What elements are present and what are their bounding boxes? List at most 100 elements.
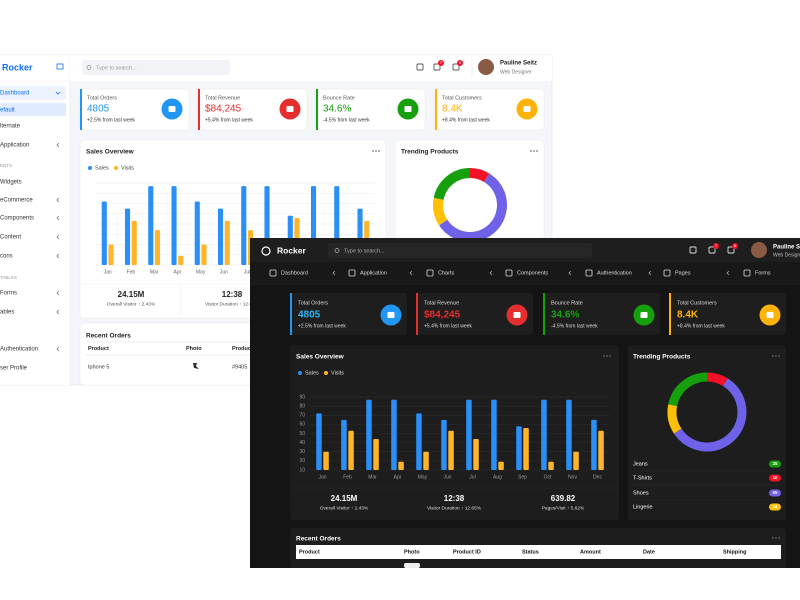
nav-item[interactable]: Pages [675, 270, 691, 276]
sidebar-item[interactable]: ser Profile [0, 366, 28, 372]
chevron [726, 270, 730, 276]
donut-segment [667, 404, 682, 434]
table-header: Product ID [232, 346, 260, 352]
sidebar-item[interactable]: efault [0, 108, 15, 114]
sidebar-item[interactable]: Forms [0, 291, 17, 297]
sidebar-item[interactable]: Application [0, 143, 29, 149]
x-tick-label: Feb [127, 269, 136, 275]
user-role: Web Designer [773, 252, 800, 258]
card-icon-glyph [766, 312, 774, 318]
sidebar-item[interactable]: eCommerce [0, 198, 33, 204]
sidebar-item[interactable]: ables [0, 310, 14, 316]
sidebar-item[interactable]: cons [0, 254, 13, 260]
sidebar-item[interactable]: Components [0, 216, 34, 222]
nav-icon [269, 269, 277, 277]
x-tick-label: Feb [343, 474, 352, 480]
avatar[interactable] [478, 59, 494, 75]
sidebar-active-group [0, 86, 66, 100]
x-tick-label: Jan [104, 269, 112, 275]
donut-segment [706, 372, 728, 387]
search-box[interactable] [328, 243, 592, 258]
more-dot [775, 355, 777, 357]
user-name: Pauline Seitz [500, 61, 537, 67]
y-tick-label: 10 [299, 467, 305, 473]
card-accent [435, 89, 437, 130]
sidebar-toggle[interactable] [56, 63, 64, 70]
stat-label: Visitor Duration ↑ 12.65% [427, 505, 482, 511]
nav-item[interactable]: Components [517, 270, 548, 276]
nav-item[interactable]: Forms [755, 270, 771, 276]
sidebar-item[interactable]: Content [0, 235, 21, 241]
nav-item[interactable]: Charts [438, 270, 454, 276]
card-icon-glyph [387, 312, 395, 318]
card-title: Bounce Rate [323, 95, 355, 101]
dark-nav [250, 262, 800, 284]
chevron [332, 270, 336, 276]
chevron [56, 253, 60, 259]
sidebar-item[interactable]: Dashboard [0, 91, 29, 97]
card-title: Total Orders [87, 95, 117, 101]
header-icon[interactable] [727, 246, 735, 254]
bar [523, 428, 529, 470]
bar [566, 399, 572, 470]
y-tick-label: 60 [299, 422, 305, 428]
header-icon[interactable] [433, 63, 441, 71]
nav-icon [743, 269, 751, 277]
header-icon[interactable] [416, 63, 424, 71]
bar [498, 461, 504, 470]
legend-swatch [324, 371, 328, 375]
donut-segment [673, 378, 747, 452]
card-title: Total Customers [442, 95, 482, 101]
bar [224, 220, 230, 265]
card-value: 8.4K [442, 104, 463, 115]
panel-title: Recent Orders [296, 536, 341, 543]
bar [101, 201, 107, 265]
bar [178, 255, 184, 265]
card-icon-glyph [286, 106, 294, 112]
sidebar-item[interactable]: Authentication [0, 347, 38, 353]
more-dot [378, 150, 380, 152]
notification-count: 7 [715, 243, 718, 248]
card-accent [80, 89, 82, 130]
value-badge-text: 10 [773, 475, 778, 480]
table-header: Product [88, 346, 109, 352]
x-tick-label: Mar [368, 474, 377, 480]
avatar[interactable] [751, 242, 767, 258]
nav-item[interactable]: Application [360, 270, 387, 276]
x-tick-label: Apr [394, 474, 402, 480]
search-box[interactable] [82, 60, 230, 75]
more-dot [536, 150, 538, 152]
x-tick-label: May [418, 474, 428, 480]
x-tick-label: Jan [318, 474, 326, 480]
header-icon[interactable] [452, 63, 460, 71]
brand: Rocker [277, 245, 307, 255]
x-tick-label: Sep [518, 474, 527, 480]
chevron [409, 270, 413, 276]
card-change: +8.4% from last week [442, 117, 490, 123]
more-dot [778, 355, 780, 357]
brand-logo [261, 246, 271, 256]
x-tick-label: Jul [244, 269, 250, 275]
y-tick-label: 30 [299, 449, 305, 455]
header-icon[interactable] [708, 246, 716, 254]
card-value: 34.6% [323, 104, 351, 115]
nav-icon [505, 269, 513, 277]
nav-item[interactable]: Dashboard [281, 270, 308, 276]
y-tick-label: 40 [299, 440, 305, 446]
card-icon-glyph [168, 106, 176, 112]
nav-item[interactable]: Authentication [597, 270, 632, 276]
legend-label: Visits [121, 165, 134, 171]
header-icon[interactable] [689, 246, 697, 254]
sidebar-item[interactable]: lternate [0, 124, 21, 130]
sidebar-item[interactable]: Widgets [0, 180, 22, 186]
sales-panel [290, 345, 619, 520]
bar [366, 399, 372, 470]
y-tick-label: 70 [299, 413, 305, 419]
more-dot [603, 355, 605, 357]
bar [491, 399, 497, 470]
stat-value: 639.82 [551, 494, 576, 503]
card-icon-glyph [523, 106, 531, 112]
notification-count: 8 [734, 243, 737, 248]
card-icon-glyph [640, 312, 648, 318]
bar [423, 451, 429, 470]
